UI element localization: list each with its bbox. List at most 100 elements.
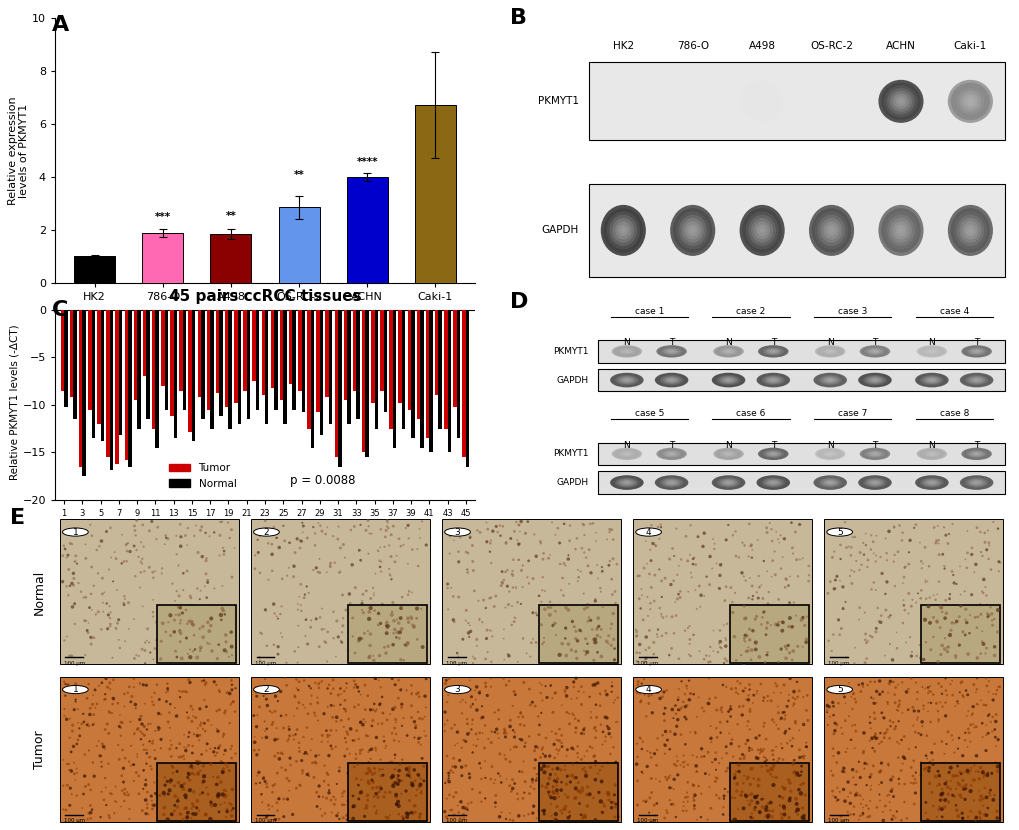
Ellipse shape <box>872 379 875 381</box>
Point <box>473 795 489 808</box>
Point <box>65 740 82 753</box>
Ellipse shape <box>818 450 840 458</box>
Point <box>146 698 162 711</box>
Point <box>533 743 549 756</box>
Point <box>365 588 381 602</box>
Point <box>961 608 977 622</box>
Point <box>366 762 382 775</box>
Point <box>376 641 392 654</box>
Point <box>732 788 748 802</box>
Point <box>362 627 378 641</box>
Point <box>361 605 377 618</box>
Point <box>741 517 757 530</box>
Point <box>159 774 175 788</box>
Point <box>334 619 351 632</box>
Point <box>223 523 239 536</box>
Ellipse shape <box>821 348 838 354</box>
Point <box>974 586 990 599</box>
Point <box>603 680 620 693</box>
Point <box>553 637 570 651</box>
Point <box>740 689 756 702</box>
Point <box>736 752 752 765</box>
Point <box>880 788 897 802</box>
Point <box>918 813 934 827</box>
Point <box>942 651 958 664</box>
Point <box>88 608 104 621</box>
Point <box>534 614 550 627</box>
Point <box>592 631 608 644</box>
Point <box>467 693 483 706</box>
Point <box>872 764 889 777</box>
Point <box>936 593 953 607</box>
Point <box>667 522 684 535</box>
Point <box>95 605 111 618</box>
Point <box>439 582 455 595</box>
Point <box>218 810 234 823</box>
Point <box>306 771 322 784</box>
Point <box>591 686 607 700</box>
Point <box>183 767 200 780</box>
Ellipse shape <box>660 347 682 356</box>
Point <box>959 647 975 661</box>
Point <box>631 569 647 583</box>
Point <box>745 777 761 790</box>
Point <box>173 750 190 764</box>
Point <box>450 590 467 603</box>
Point <box>974 767 990 780</box>
Point <box>99 717 115 730</box>
Point <box>398 684 415 697</box>
Point <box>786 754 802 767</box>
Point <box>929 705 946 718</box>
Text: 100 μm: 100 μm <box>445 661 467 666</box>
Point <box>640 696 656 710</box>
Point <box>735 793 751 807</box>
Point <box>639 590 655 603</box>
Point <box>721 808 738 822</box>
Point <box>763 648 780 662</box>
Point <box>777 573 794 586</box>
Point <box>413 738 429 751</box>
Ellipse shape <box>812 476 846 490</box>
Point <box>764 763 781 776</box>
Point <box>680 585 696 598</box>
Point <box>557 601 574 614</box>
Point <box>539 774 555 788</box>
Point <box>919 705 935 718</box>
Point <box>172 518 189 531</box>
Point <box>537 749 553 763</box>
Point <box>471 613 487 626</box>
Point <box>55 779 71 793</box>
Point <box>713 701 730 714</box>
Bar <box>298 310 302 391</box>
Point <box>503 773 520 786</box>
Point <box>463 690 479 703</box>
Point <box>506 688 523 701</box>
Point <box>533 618 549 632</box>
Ellipse shape <box>895 96 905 106</box>
Point <box>171 608 187 621</box>
Point <box>344 634 361 647</box>
Point <box>771 529 788 542</box>
Point <box>909 711 925 725</box>
Point <box>793 613 809 627</box>
Ellipse shape <box>825 481 834 485</box>
Point <box>920 785 936 798</box>
Point <box>917 592 933 605</box>
Bar <box>415 105 455 283</box>
Point <box>758 615 774 628</box>
Point <box>979 608 996 621</box>
Point <box>589 646 605 659</box>
Point <box>775 532 792 545</box>
Point <box>354 632 370 645</box>
Point <box>653 690 669 703</box>
Point <box>522 650 538 663</box>
Point <box>791 553 807 566</box>
Point <box>202 798 218 812</box>
Point <box>977 603 994 617</box>
Point <box>601 554 618 568</box>
Point <box>491 810 507 823</box>
Point <box>271 752 287 765</box>
Point <box>984 606 1001 619</box>
Point <box>742 811 758 824</box>
Point <box>185 785 202 798</box>
